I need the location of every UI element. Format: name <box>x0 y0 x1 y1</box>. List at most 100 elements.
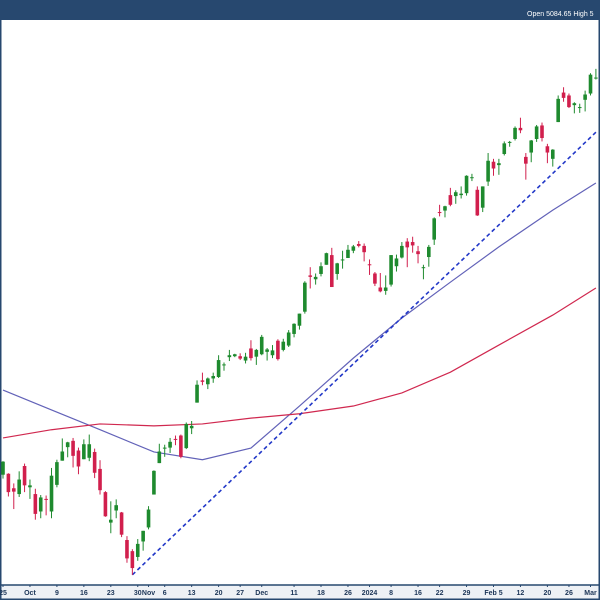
x-tick-label: 16 <box>80 590 88 597</box>
candle-body <box>475 189 480 216</box>
candle-body <box>319 266 323 274</box>
candle-body <box>588 74 593 94</box>
candle-body <box>130 551 135 569</box>
candle-body <box>416 251 420 255</box>
x-tick-label: 20 <box>543 590 551 597</box>
candle-body <box>394 258 399 267</box>
candle-body <box>518 127 523 131</box>
candle-body <box>572 103 577 106</box>
candle-body <box>92 451 97 473</box>
candle-body <box>550 149 555 159</box>
candle-body <box>114 505 118 511</box>
x-tick-label: 16 <box>414 590 422 597</box>
candle-body <box>11 488 16 492</box>
candle-body <box>373 273 377 284</box>
candle-body <box>529 140 534 153</box>
candle-body <box>540 125 544 139</box>
candle-body <box>141 530 145 542</box>
x-tick-label: 26 <box>565 590 573 597</box>
candle-body <box>206 378 210 385</box>
x-tick-label: 6 <box>163 590 167 597</box>
candle-body <box>464 175 469 194</box>
candle-body <box>513 127 517 139</box>
candle-body <box>76 450 81 467</box>
candle-body <box>421 267 426 269</box>
x-tick-label: Oct <box>24 590 36 597</box>
moving-average <box>2 287 597 439</box>
candle-body <box>238 356 242 359</box>
candle-body <box>561 92 566 98</box>
candle-body <box>265 349 269 352</box>
candle-body <box>340 259 345 261</box>
x-tick-label: 12 <box>517 590 525 597</box>
candle-body <box>195 384 199 403</box>
price-info: Open 5084.65 High 5 <box>527 11 594 18</box>
candle-body <box>33 494 38 514</box>
candle-body <box>577 107 582 109</box>
candle-body <box>437 212 442 214</box>
x-tick-label: 22 <box>436 590 444 597</box>
candle-body <box>534 126 539 139</box>
x-tick-label: 25 <box>0 590 7 597</box>
candle-body <box>545 146 550 153</box>
candle-body <box>200 380 205 382</box>
x-tick-label: 27 <box>236 590 244 597</box>
moving-average <box>2 182 597 461</box>
candle-body <box>259 336 264 355</box>
x-tick-label: Feb 5 <box>484 590 502 597</box>
candle-body <box>491 161 496 169</box>
candle-body <box>55 462 59 485</box>
candle-body <box>470 177 474 179</box>
candle-body <box>378 287 383 292</box>
candle-body <box>459 193 463 196</box>
candle-body <box>405 241 410 248</box>
candle-body <box>71 440 75 456</box>
candle-body <box>427 246 431 258</box>
candle-body <box>162 447 167 449</box>
candle-body <box>356 243 361 246</box>
candle-body <box>486 160 490 182</box>
candle-body <box>49 475 54 512</box>
candle-body <box>44 498 48 500</box>
candle-body <box>222 364 226 366</box>
candle-body <box>184 423 189 449</box>
x-tick-label: 9 <box>55 590 59 597</box>
candle-body <box>297 313 302 326</box>
candle-body <box>38 497 43 512</box>
candle-body <box>249 348 253 359</box>
candle-body <box>286 332 291 346</box>
candle-body <box>308 275 313 277</box>
candle-body <box>254 349 259 357</box>
candle-body <box>135 543 140 557</box>
x-tick-label: 29 <box>463 590 471 597</box>
x-tick-label: 11 <box>290 590 298 597</box>
candle-body <box>227 355 232 358</box>
x-tick-label: 2024 <box>362 590 378 597</box>
x-axis: 25 Oct 9 16 23 30 Nov 6 13 20 27 Dec 11 18 26 2024 8 16 22… <box>0 585 597 597</box>
candle-body <box>583 94 587 100</box>
candle-body <box>389 255 393 285</box>
candle-body <box>400 245 404 258</box>
x-tick-label: 18 <box>317 590 325 597</box>
candle-body <box>17 479 21 495</box>
header-bar <box>0 0 600 20</box>
candle-body <box>335 263 339 274</box>
candle-body <box>173 438 178 440</box>
candle-body <box>346 249 350 258</box>
trend-line <box>131 131 597 576</box>
candle-body <box>480 186 485 208</box>
x-tick-label: Mar <box>584 590 597 597</box>
x-tick-label: 23 <box>107 590 115 597</box>
plot-area <box>1 68 598 576</box>
candle-body <box>448 195 453 205</box>
candle-body <box>367 264 372 266</box>
candle-body <box>168 441 172 448</box>
candle-body <box>189 425 194 429</box>
candle-body <box>507 141 512 143</box>
candle-body <box>98 468 102 491</box>
candle-body <box>351 246 356 251</box>
candle-body <box>179 435 183 457</box>
candle-body <box>281 341 286 350</box>
candle-body <box>292 323 296 334</box>
